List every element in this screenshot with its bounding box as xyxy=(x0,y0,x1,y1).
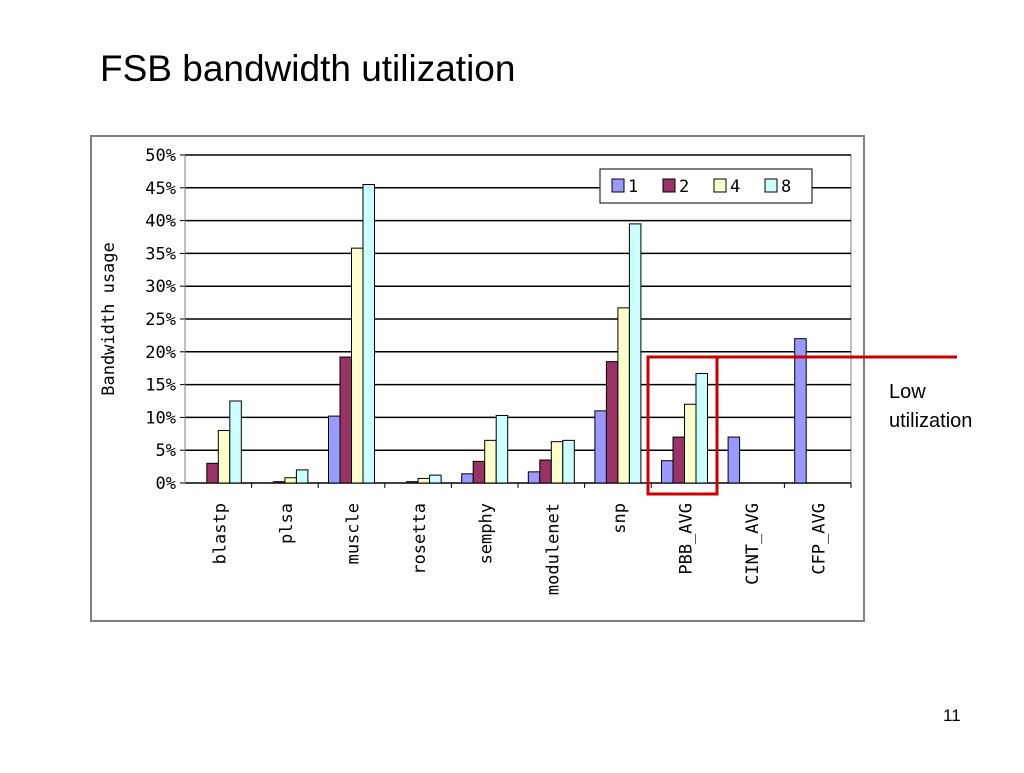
x-tick-label: blastp xyxy=(210,503,230,564)
bar-chart: 0% 5% 10% 15% 20% 25% 30% 35% 40% 45% 50% blastp pl… xyxy=(99,146,852,595)
bar-muscle-8 xyxy=(362,184,375,484)
bar-blastp-4 xyxy=(217,430,231,484)
annotation-line-2: utilization xyxy=(889,410,973,432)
bar-plsa-2 xyxy=(272,481,286,484)
legend-label-4: 4 xyxy=(730,177,740,197)
legend-swatch-2 xyxy=(662,178,676,193)
x-tick-label: CFP_AVG xyxy=(810,503,830,575)
bar-snp-1 xyxy=(594,410,607,484)
bar-PBB_AVG-4 xyxy=(684,403,697,484)
y-tick-label: 20% xyxy=(145,343,176,363)
legend-label-1: 1 xyxy=(628,177,638,197)
bar-modulenet-4 xyxy=(550,441,564,484)
bar-semphy-4 xyxy=(484,439,497,484)
y-axis-label: Bandwidth usage xyxy=(99,242,119,396)
bar-semphy-8 xyxy=(495,414,509,484)
bar-blastp-8 xyxy=(229,400,242,484)
bar-rosetta-4 xyxy=(417,477,431,484)
bar-modulenet-1 xyxy=(527,471,541,484)
legend-label-2: 2 xyxy=(679,177,689,197)
legend-swatch-1 xyxy=(611,178,625,193)
y-tick-label: 50% xyxy=(145,146,176,166)
y-tick-label: 5% xyxy=(156,441,176,461)
bar-snp-4 xyxy=(617,307,630,484)
page-number: 11 xyxy=(943,706,961,725)
legend-swatch-8 xyxy=(764,178,778,193)
chart-frame: 0% 5% 10% 15% 20% 25% 30% 35% 40% 45% 50% blastp pl… xyxy=(90,135,865,622)
annotation-line-1: Low xyxy=(889,381,926,403)
y-tick-label: 35% xyxy=(145,244,176,264)
y-tick-labels: 0% 5% 10% 15% 20% 25% 30% 35% 40% 45% 50% xyxy=(145,146,176,494)
y-tick-label: 0% xyxy=(156,474,176,494)
bar-muscle-1 xyxy=(328,415,341,484)
bar-semphy-2 xyxy=(472,460,486,484)
bar-plsa-8 xyxy=(295,469,309,484)
bar-PBB_AVG-1 xyxy=(661,460,674,484)
x-tick-label: PBB_AVG xyxy=(677,503,697,575)
bar-snp-2 xyxy=(605,361,619,484)
y-tick-label: 40% xyxy=(145,212,176,232)
legend-swatch-4 xyxy=(713,178,727,193)
x-tick-label: rosetta xyxy=(410,503,430,575)
bar-rosetta-2 xyxy=(406,481,419,484)
y-tick-label: 30% xyxy=(145,277,176,297)
y-tick-label: 25% xyxy=(145,310,176,330)
legend: 1 2 4 8 xyxy=(599,168,813,204)
y-tick-label: 45% xyxy=(145,179,176,199)
bar-modulenet-8 xyxy=(562,439,575,484)
bar-muscle-2 xyxy=(339,356,352,484)
legend-label-8: 8 xyxy=(781,177,791,197)
x-tick-label: snp xyxy=(610,503,630,534)
bar-blastp-2 xyxy=(206,462,219,484)
x-tick-labels: blastp plsa muscle rosetta semphy modulenet sn… xyxy=(210,483,852,595)
bar-plsa-4 xyxy=(284,477,297,484)
y-tick-label: 15% xyxy=(145,376,176,396)
bar-semphy-1 xyxy=(461,473,474,484)
bar-PBB_AVG-2 xyxy=(672,436,685,484)
x-tick-label: modulenet xyxy=(543,503,563,595)
x-tick-label: muscle xyxy=(344,503,364,564)
x-tick-label: plsa xyxy=(277,503,297,544)
bar-muscle-4 xyxy=(351,247,364,484)
bar-CFP_AVG-1 xyxy=(794,338,807,484)
slide-title: FSB bandwidth utilization xyxy=(100,48,516,89)
bar-rosetta-8 xyxy=(429,474,442,484)
bar-modulenet-2 xyxy=(539,459,552,484)
annotation-note: Low utilization xyxy=(889,378,972,436)
x-tick-label: semphy xyxy=(477,503,497,564)
bar-snp-8 xyxy=(628,223,642,484)
bar-CINT_AVG-1 xyxy=(727,436,741,484)
y-tick-label: 10% xyxy=(145,408,176,428)
x-tick-label: CINT_AVG xyxy=(743,503,763,585)
bar-PBB_AVG-8 xyxy=(695,372,708,484)
